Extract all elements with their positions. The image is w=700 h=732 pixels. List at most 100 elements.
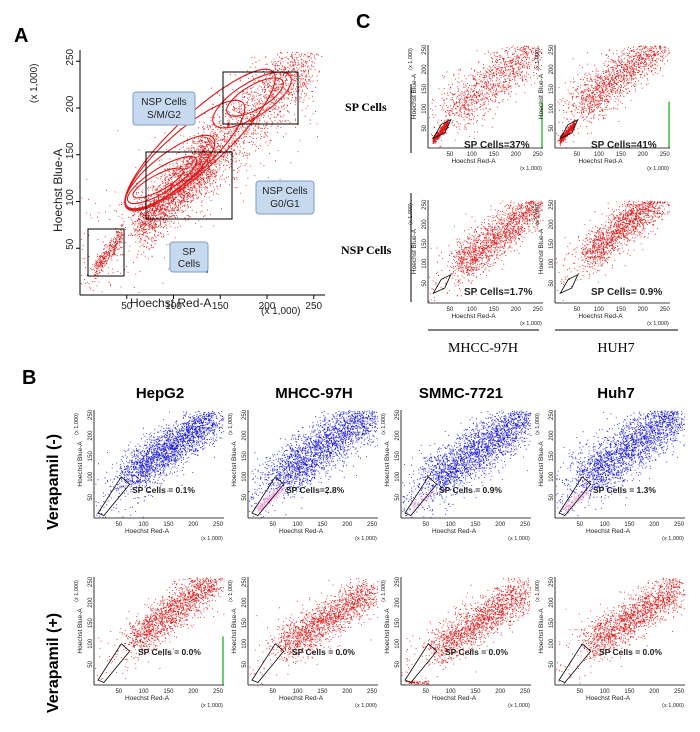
x-tick-label: 250 — [520, 689, 531, 695]
sp-percent-label: SP Cells = 0.0% — [292, 647, 355, 657]
y-axis-label: Hoechst Blue-A — [411, 73, 418, 119]
x-axis-unit: (x 1,000) — [520, 321, 542, 327]
main-y-tick-label: 150 — [65, 142, 76, 159]
x-tick-label: 150 — [163, 522, 174, 528]
x-axis-unit: (x 1,000) — [647, 321, 669, 327]
y-axis-unit: (x 1,000) — [408, 203, 414, 225]
label-sp-line2: Cells — [178, 259, 200, 270]
y-tick-label: 150 — [549, 618, 555, 629]
c-plot-sp-1: 50 50 100 100 150 150 200 200 250 250 Hoechst Red-… — [535, 44, 670, 172]
small-plots: 50 50 100 100 150 150 200 200 250 250 Hoechst Red-… — [74, 44, 686, 709]
label-sp-line1: SP — [182, 247, 196, 258]
x-tick-label: 250 — [367, 522, 378, 528]
c-plot-sp-0: 50 50 100 100 150 150 200 200 250 250 Hoechst Red-… — [408, 44, 543, 172]
panel-letter-a: A — [14, 25, 28, 47]
x-axis-unit: (x 1,000) — [662, 703, 684, 709]
main-y-tick-label: 200 — [65, 95, 76, 112]
sp-percent-label: SP Cells = 1.3% — [593, 485, 656, 495]
panel-letter-c: C — [356, 11, 370, 33]
x-axis-label: Hoechst Red-A — [586, 695, 631, 702]
y-tick-label: 50 — [395, 660, 401, 667]
x-tick-label: 200 — [511, 152, 522, 158]
y-tick-label: 50 — [422, 124, 428, 131]
y-tick-label: 250 — [242, 409, 248, 420]
x-tick-label: 150 — [624, 689, 635, 695]
y-tick-label: 50 — [549, 279, 555, 286]
y-tick-label: 50 — [549, 124, 555, 131]
sp-gate — [97, 476, 131, 516]
x-tick-label: 150 — [470, 689, 481, 695]
event-dots — [95, 577, 225, 680]
y-tick-label: 200 — [395, 430, 401, 441]
c-row-label-nsp: NSP Cells — [341, 243, 392, 257]
y-tick-label: 100 — [395, 471, 401, 482]
x-tick-label: 250 — [533, 152, 544, 158]
y-axis-unit: (x 1,000) — [74, 413, 80, 435]
y-tick-label: 100 — [549, 638, 555, 649]
x-tick-label: 250 — [367, 689, 378, 695]
sp-percent-label: SP Cells = 0.0% — [445, 647, 508, 657]
y-tick-label: 250 — [395, 409, 401, 420]
y-axis-unit: (x 1,000) — [408, 48, 414, 70]
main-x-tick-label: 50 — [121, 301, 133, 312]
x-axis-unit: (x 1,000) — [201, 703, 223, 709]
x-tick-label: 100 — [139, 522, 150, 528]
y-tick-label: 100 — [88, 638, 94, 649]
b-plot-plus-2: 50 50 100 100 150 150 200 200 250 250 Hoechst Red-… — [381, 576, 531, 709]
x-tick-label: 50 — [574, 152, 581, 158]
y-tick-label: 250 — [88, 576, 94, 587]
y-tick-label: 50 — [88, 493, 94, 500]
main-plot: 50 100 150 200 250 50 100 150 200 250 Hoechst Re… — [29, 48, 325, 317]
x-tick-label: 100 — [594, 152, 605, 158]
event-dots — [249, 578, 379, 685]
y-axis-label: Hoechst Blue-A — [231, 441, 238, 487]
x-axis-label: Hoechst Red-A — [125, 528, 170, 535]
b-col-header-hepg2: HepG2 — [136, 385, 184, 402]
y-tick-label: 50 — [422, 279, 428, 286]
y-axis-unit: (x 1,000) — [535, 580, 541, 602]
x-axis-label: Hoechst Red-A — [578, 158, 623, 165]
sp-percent-label: SP Cells=41% — [591, 140, 657, 151]
label-nsp-smg2: NSP Cells S/M/G2 — [132, 91, 196, 126]
y-tick-label: 150 — [88, 451, 94, 462]
label-nsp-g0g1: NSP Cells G0/G1 — [255, 180, 315, 215]
x-axis-label: Hoechst Red-A — [578, 313, 623, 320]
sp-gate — [251, 476, 285, 516]
y-tick-label: 150 — [549, 238, 555, 249]
main-x-tick-label: 150 — [212, 301, 229, 312]
sp-gate — [432, 273, 452, 295]
y-tick-label: 150 — [549, 83, 555, 94]
y-tick-label: 50 — [395, 493, 401, 500]
y-tick-label: 100 — [549, 258, 555, 269]
x-tick-label: 50 — [269, 522, 276, 528]
x-tick-label: 100 — [139, 689, 150, 695]
event-dots — [556, 200, 670, 304]
x-axis-unit: (x 1,000) — [520, 166, 542, 172]
x-tick-label: 50 — [115, 522, 122, 528]
y-axis-unit: (x 1,000) — [535, 203, 541, 225]
b-plot-plus-3: 50 50 100 100 150 150 200 200 250 250 Hoechst Red-… — [535, 576, 686, 709]
b-plot-minus-1: 50 50 100 100 150 150 200 200 250 250 Hoechst Red-… — [228, 409, 379, 542]
label-sp: SP Cells — [169, 241, 209, 273]
y-axis-label: Hoechst Blue-A — [77, 441, 84, 487]
y-axis-unit: (x 1,000) — [535, 413, 541, 435]
x-tick-label: 250 — [660, 152, 671, 158]
x-axis-label: Hoechst Red-A — [451, 158, 496, 165]
x-tick-label: 250 — [213, 689, 224, 695]
x-tick-label: 100 — [446, 522, 457, 528]
x-axis-label: Hoechst Red-A — [586, 528, 631, 535]
y-tick-label: 250 — [422, 199, 428, 210]
contour-ring — [226, 77, 284, 117]
c-plot-nsp-0: 50 50 100 100 150 150 200 200 250 250 Hoechst Red-… — [408, 199, 544, 327]
x-axis-unit: (x 1,000) — [201, 536, 223, 542]
sp-gate — [558, 643, 592, 683]
y-tick-label: 200 — [549, 430, 555, 441]
sp-percent-label: SP Cells = 0.0% — [138, 647, 201, 657]
y-tick-label: 100 — [549, 471, 555, 482]
y-axis-label: Hoechst Blue-A — [538, 608, 545, 654]
sp-gate — [559, 118, 579, 140]
y-tick-label: 150 — [242, 618, 248, 629]
x-tick-label: 100 — [467, 307, 478, 313]
main-y-tick-label: 250 — [65, 48, 76, 65]
sp-gate — [432, 118, 452, 140]
